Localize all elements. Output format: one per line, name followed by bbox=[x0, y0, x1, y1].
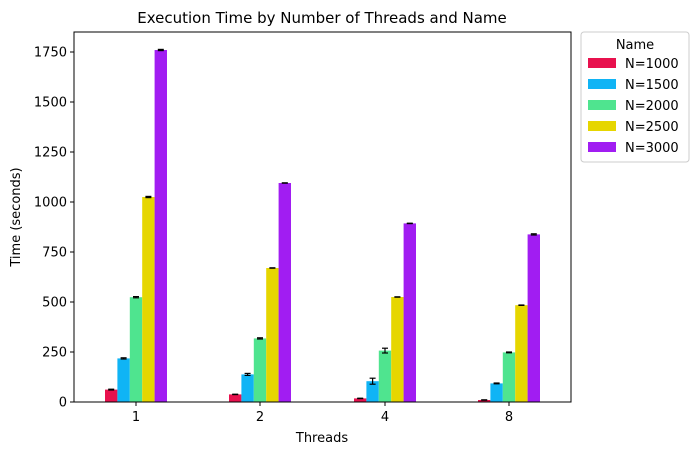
y-tick-label: 1500 bbox=[34, 96, 67, 111]
legend-items: N=1000 N=1500 N=2000 N=2500 N=3000 bbox=[588, 57, 679, 156]
legend-swatch-N=1500 bbox=[588, 79, 616, 89]
bar-N=3000-threads-8 bbox=[527, 234, 540, 402]
y-tick-label: 1250 bbox=[34, 146, 67, 161]
y-tick-label: 0 bbox=[59, 396, 67, 411]
bar-N=1500-threads-1 bbox=[117, 358, 130, 402]
bar-N=2500-threads-4 bbox=[391, 297, 404, 402]
x-tick-label: 2 bbox=[256, 410, 264, 425]
y-tick-label: 1750 bbox=[34, 46, 67, 61]
x-tick-label: 1 bbox=[132, 410, 140, 425]
bar-N=2000-threads-8 bbox=[502, 352, 516, 402]
bar-N=1500-threads-2 bbox=[241, 374, 254, 402]
bar-N=2000-threads-4 bbox=[378, 350, 392, 402]
legend-swatch-N=2000 bbox=[588, 100, 616, 110]
x-tick-label: 8 bbox=[505, 410, 513, 425]
legend-title: Name bbox=[616, 38, 654, 53]
bar-N=1000-threads-1 bbox=[105, 389, 118, 402]
bar-N=2500-threads-1 bbox=[142, 197, 155, 402]
bar-N=1000-threads-2 bbox=[229, 394, 242, 402]
bar-N=2500-threads-8 bbox=[515, 305, 528, 402]
y-tick-label: 1000 bbox=[34, 196, 67, 211]
chart-title: Execution Time by Number of Threads and … bbox=[137, 9, 507, 27]
legend-label: N=2500 bbox=[625, 120, 679, 135]
bar-N=2000-threads-1 bbox=[129, 297, 143, 402]
legend-label: N=2000 bbox=[625, 99, 679, 114]
bar-N=2500-threads-2 bbox=[266, 268, 279, 402]
bar-N=3000-threads-4 bbox=[403, 223, 416, 402]
x-tick-label: 4 bbox=[381, 410, 389, 425]
legend-swatch-N=2500 bbox=[588, 121, 616, 131]
legend-label: N=1000 bbox=[625, 57, 679, 72]
y-axis-label: Time (seconds) bbox=[9, 167, 24, 267]
y-axis: 0 250 500 750 1000 1250 1500 1750 bbox=[34, 46, 74, 411]
plot-frame bbox=[73, 31, 572, 403]
bar-N=1500-threads-4 bbox=[366, 381, 379, 402]
bar-N=3000-threads-1 bbox=[154, 50, 167, 402]
bar-N=1000-threads-8 bbox=[478, 400, 491, 402]
error-bars-group bbox=[108, 48, 537, 401]
bar-N=1500-threads-8 bbox=[490, 383, 503, 402]
y-tick-label: 750 bbox=[42, 246, 67, 261]
x-axis-label: Threads bbox=[295, 431, 348, 446]
legend-swatch-N=3000 bbox=[588, 142, 616, 152]
bar-N=1000-threads-4 bbox=[354, 398, 367, 402]
bars-group bbox=[105, 50, 540, 402]
bar-N=3000-threads-2 bbox=[278, 183, 291, 402]
bar-N=2000-threads-2 bbox=[253, 338, 267, 402]
legend: Name N=1000 N=1500 N=2000 N=2500 N=3000 bbox=[580, 31, 690, 163]
y-tick-label: 250 bbox=[42, 346, 67, 361]
x-axis: 1 2 4 8 bbox=[132, 402, 513, 425]
legend-label: N=1500 bbox=[625, 78, 679, 93]
y-tick-label: 500 bbox=[42, 296, 67, 311]
legend-swatch-N=1000 bbox=[588, 58, 616, 68]
legend-label: N=3000 bbox=[625, 141, 679, 156]
